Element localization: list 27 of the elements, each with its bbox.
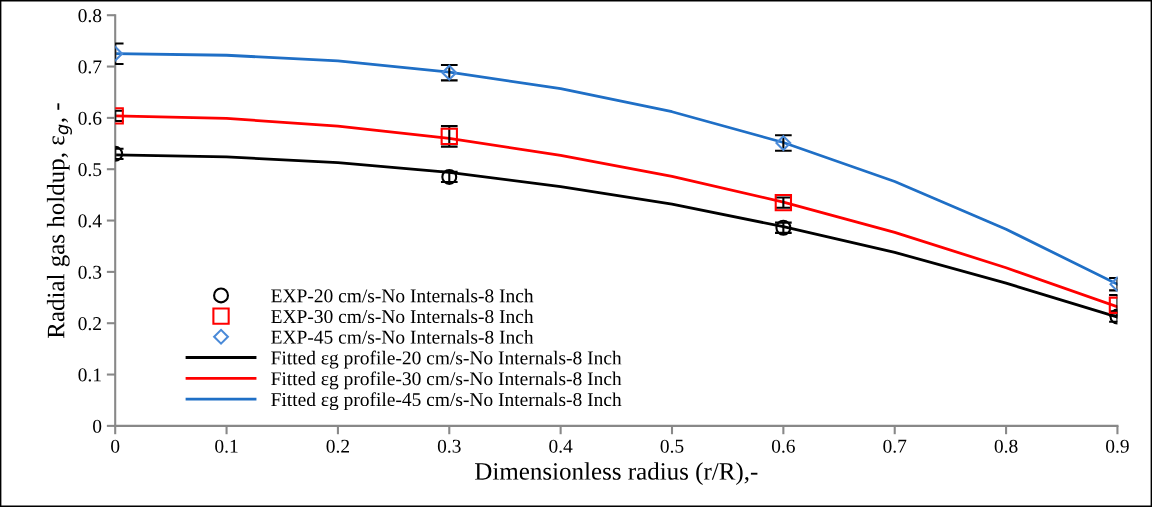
x-tick-label: 0.6 [771, 439, 795, 453]
x-tick-label: 0.3 [437, 439, 461, 453]
legend-label: Fitted εg profile-20 cm/s-No Internals-8 Inch [271, 350, 622, 369]
legend-label: EXP-20 cm/s-No Internals-8 Inch [271, 288, 534, 303]
legend-label: Fitted εg profile-45 cm/s-No Internals-8 Inch [271, 392, 622, 411]
x-tick-label: 0.4 [549, 439, 573, 453]
legend-label: EXP-30 cm/s-No Internals-8 Inch [271, 309, 534, 324]
x-tick-label: 0.2 [326, 439, 349, 453]
x-tick-label: 0.5 [660, 439, 684, 453]
x-tick-label: 0.8 [994, 439, 1018, 453]
legend-label: Fitted εg profile-30 cm/s-No Internals-8 Inch [271, 371, 622, 390]
x-tick-label: 0.1 [215, 439, 238, 453]
legend-label: EXP-45 cm/s-No Internals-8 Inch [271, 330, 534, 344]
x-tick-label: 0.9 [1106, 439, 1129, 453]
y-tick-label: 0.5 [78, 163, 102, 177]
y-tick-label: 0.2 [78, 317, 101, 331]
x-axis-title: Dimensionless radius (r/R),- [475, 462, 758, 485]
y-tick-label: 0 [93, 419, 102, 433]
y-tick-label: 0.1 [78, 368, 101, 382]
y-tick-label: 0.3 [78, 265, 102, 279]
y-tick-label: 0.7 [78, 60, 102, 74]
y-tick-label: 0.8 [78, 9, 102, 23]
y-axis-title: Radial gas holdup, ε$_{g}$, - [46, 103, 72, 339]
y-tick-label: 0.4 [78, 214, 102, 228]
x-tick-label: 0 [111, 439, 120, 453]
x-tick-label: 0.7 [883, 439, 907, 453]
y-tick-label: 0.6 [78, 111, 102, 125]
